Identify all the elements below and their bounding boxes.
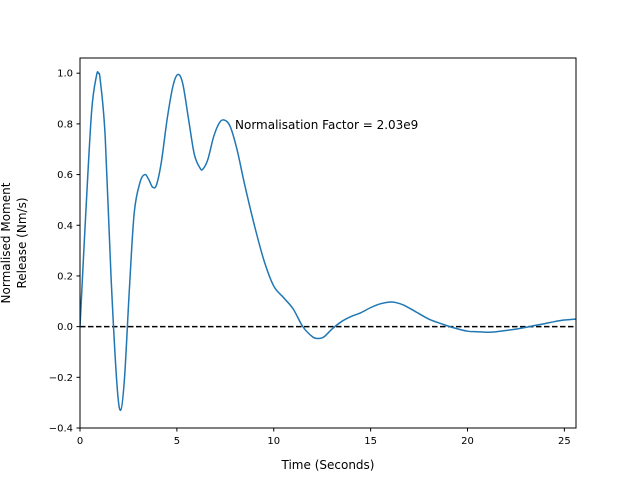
x-tick-label: 25 [558, 436, 571, 447]
x-tick-label: 5 [174, 436, 180, 447]
y-axis-ticks: −0.4 −0.2 0.0 0.2 0.4 0.6 0.8 1.0 [49, 69, 80, 435]
y-tick-label: −0.2 [49, 373, 73, 384]
y-tick-label: 0.2 [57, 271, 73, 282]
y-tick-label: 1.0 [57, 69, 73, 80]
y-axis-label-line-2: Release (Nm/s) [15, 197, 29, 288]
x-tick-label: 0 [77, 436, 83, 447]
x-tick-label: 20 [461, 436, 474, 447]
x-axis-ticks: 0 5 10 15 20 25 [77, 428, 571, 447]
x-axis-label: Time (Seconds) [281, 458, 375, 472]
x-tick-label: 15 [364, 436, 377, 447]
y-tick-label: 0.4 [57, 221, 73, 232]
series-line-0 [80, 71, 576, 412]
y-axis-label-group: Normalised Moment Release (Nm/s) [0, 182, 29, 303]
y-tick-label: 0.0 [57, 322, 73, 333]
x-tick-label: 10 [267, 436, 280, 447]
normalisation-factor-annotation: Normalisation Factor = 2.03e9 [235, 118, 418, 132]
plot-frame [79, 57, 577, 429]
y-tick-label: 0.6 [57, 170, 73, 181]
y-tick-label: 0.8 [57, 119, 73, 130]
y-tick-label: −0.4 [49, 424, 73, 435]
plot-data-layer [80, 71, 576, 412]
y-axis-label-line-1: Normalised Moment [0, 182, 13, 303]
